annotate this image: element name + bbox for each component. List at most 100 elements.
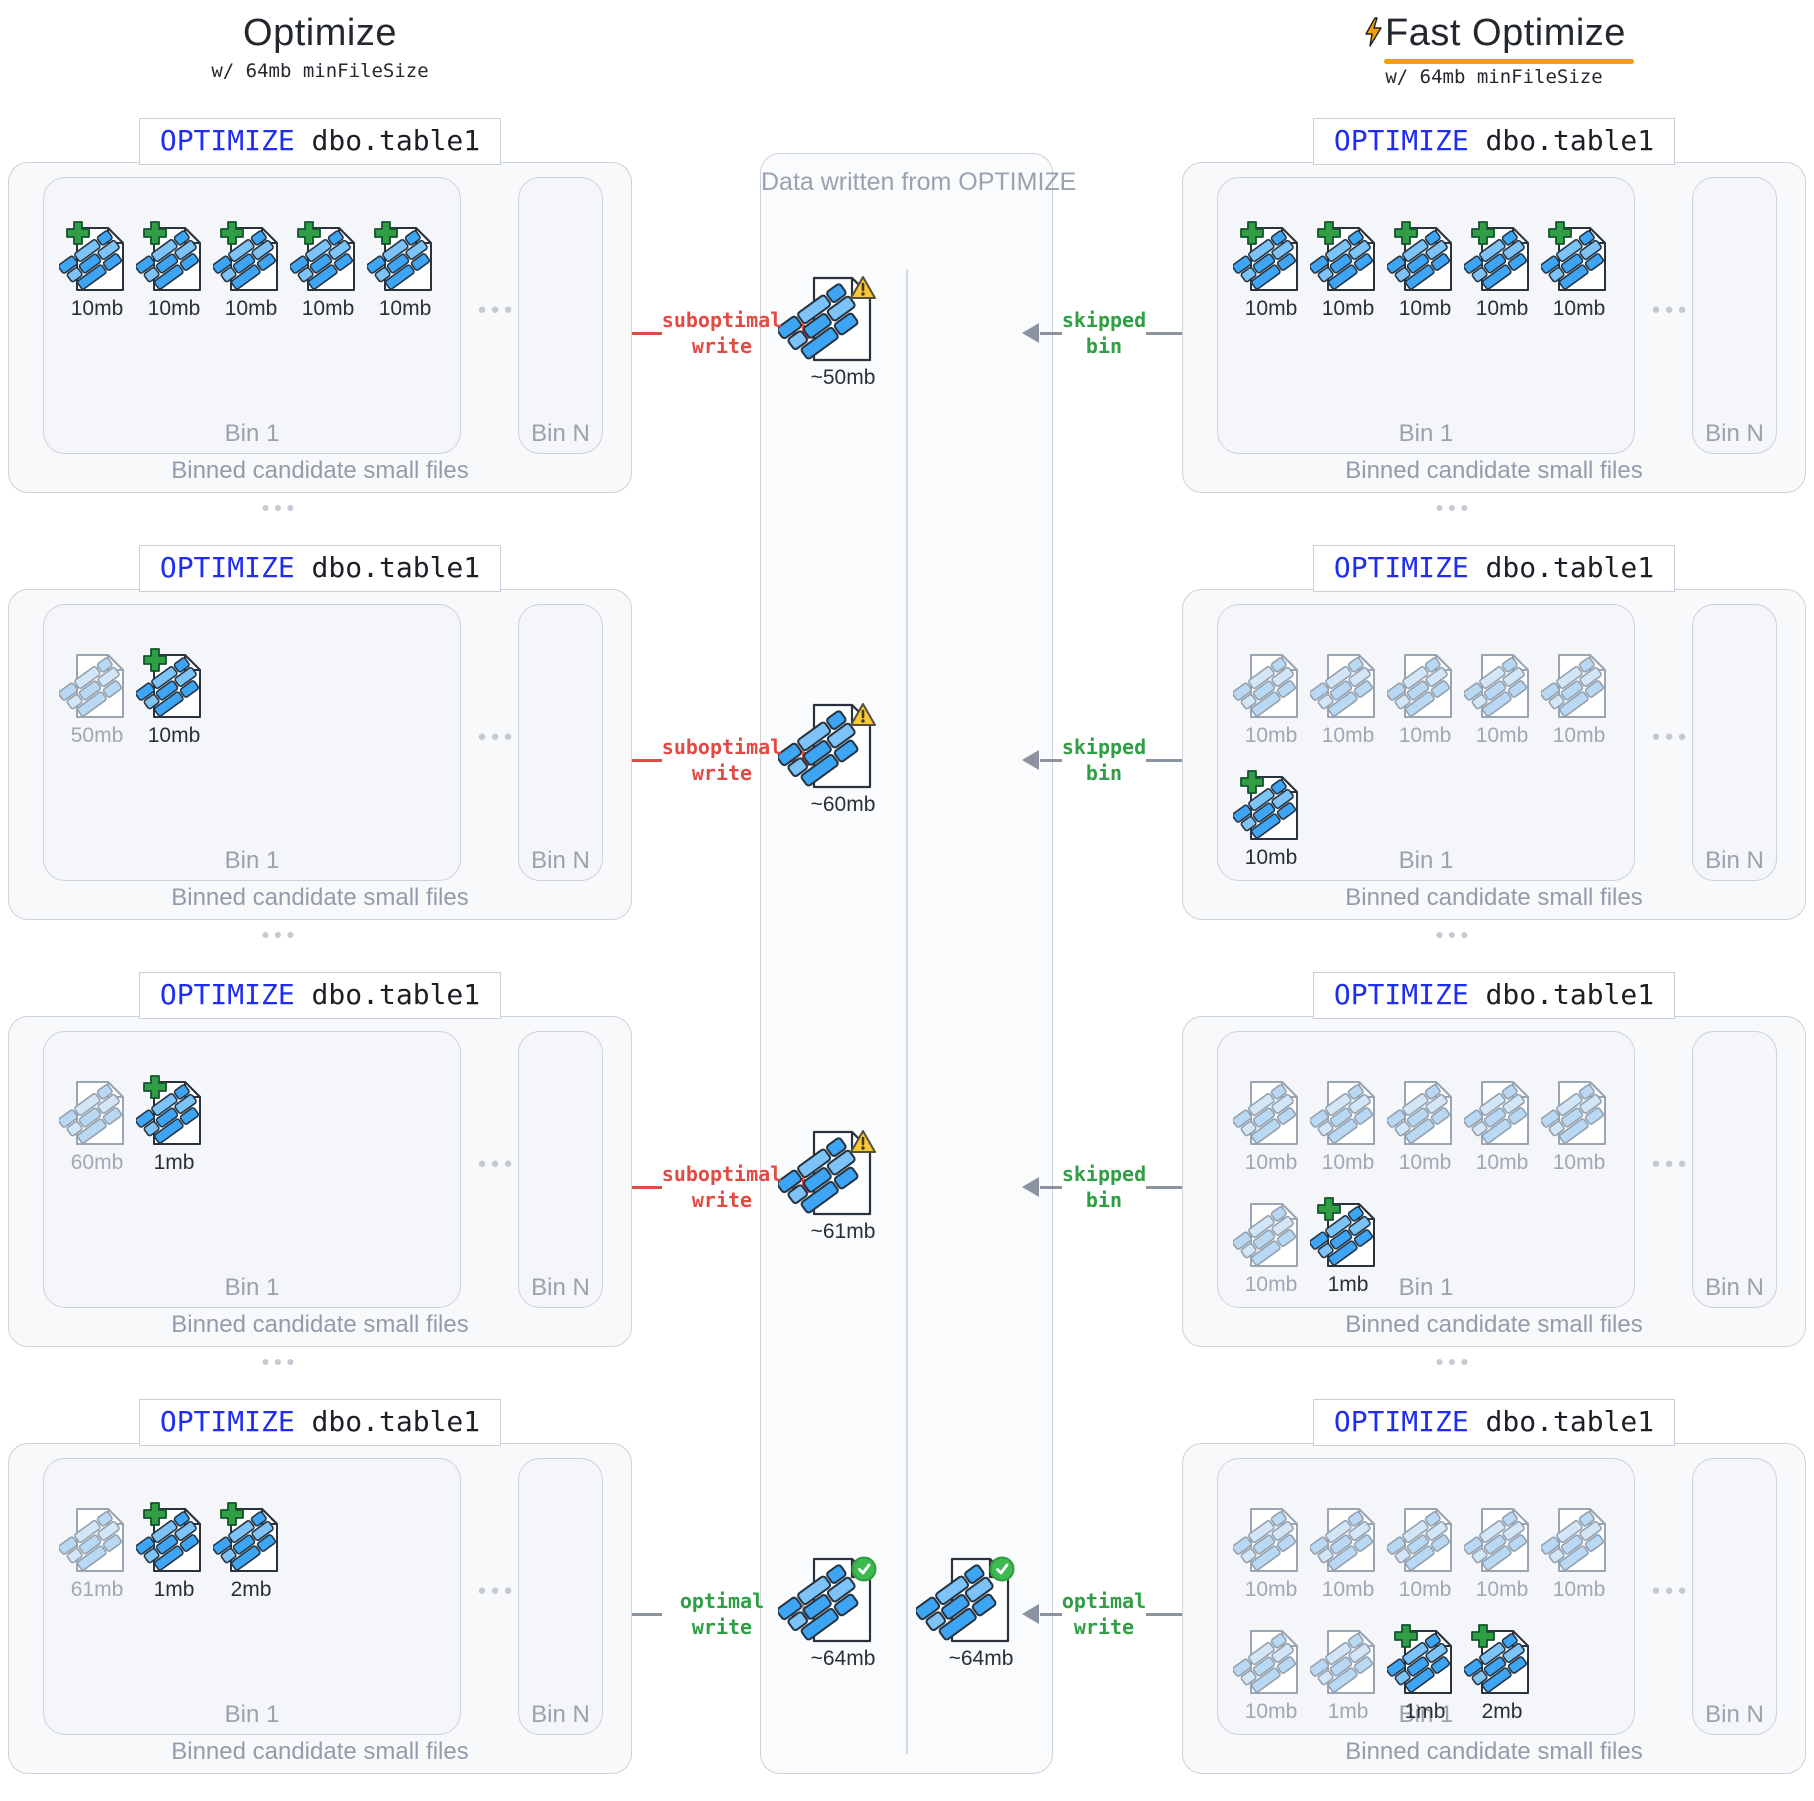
parquet-bars — [914, 1564, 997, 1641]
flow-tail-line — [632, 1186, 662, 1189]
written-file: ~50mb — [776, 272, 882, 389]
file-icon-cell: 2mb — [1462, 1623, 1540, 1724]
parquet-file-icon — [1385, 654, 1452, 718]
file-size-label: 2mb — [1481, 1700, 1523, 1723]
left-bin-panel: OPTIMIZE dbo.table1 Bin 1 60mb 1mb Bin N ●●… — [8, 972, 632, 1347]
binN-box: Bin N — [1692, 1458, 1777, 1735]
file-size-label: 10mb — [1552, 1578, 1606, 1601]
command-table: dbo.table1 — [294, 551, 481, 584]
right-column-header: Fast Optimize w/ 64mb minFileSize — [1174, 10, 1814, 88]
binN-label: Bin N — [531, 1701, 590, 1728]
bin1-label: Bin 1 — [224, 1274, 280, 1301]
bin1-box: Bin 1 10mb 10mb 10mb 10mb 10mb 10mb 1mb — [1217, 1031, 1635, 1308]
file-size-label: 10mb — [301, 297, 355, 320]
strip-title: Data written from OPTIMIZE — [761, 168, 1077, 196]
parquet-file-icon — [1385, 1508, 1452, 1572]
file-size-label: 10mb — [1321, 1151, 1375, 1174]
file-icon-cell: 10mb — [1462, 647, 1540, 748]
file-size-label: 10mb — [1552, 297, 1606, 320]
flow-label: suboptimal write — [661, 1161, 783, 1212]
file-icon-cell: 1mb — [1308, 1623, 1386, 1724]
parquet-file-icon — [1539, 221, 1606, 291]
file-size-label: 10mb — [1321, 724, 1375, 747]
parquet-file-icon — [1385, 1624, 1452, 1694]
file-icon-cell: 10mb — [1231, 769, 1309, 870]
file-icon-cell: 10mb — [134, 647, 212, 748]
binN-label: Bin N — [531, 420, 590, 447]
file-icon-cell: 10mb — [1539, 1074, 1617, 1175]
plus-icon — [143, 1075, 167, 1099]
file-icon-cell: 2mb — [211, 1501, 289, 1602]
parquet-file-icon — [1539, 1508, 1606, 1572]
parquet-bars — [57, 657, 123, 717]
binN-box: Bin N — [1692, 604, 1777, 881]
parquet-file-icon — [1308, 1197, 1375, 1267]
flow-label: skipped bin — [1061, 734, 1147, 785]
command-keyword: OPTIMIZE — [159, 551, 295, 584]
left-bin-panel: OPTIMIZE dbo.table1 Bin 1 50mb 10mb Bin N ●… — [8, 545, 632, 920]
parquet-bars — [1308, 230, 1374, 290]
optimize-command-title: OPTIMIZE dbo.table1 — [139, 545, 501, 592]
plus-icon — [1394, 221, 1418, 245]
plus-icon — [220, 1502, 244, 1526]
parquet-bars — [1308, 1206, 1374, 1266]
file-icon-cell: 10mb — [1231, 1196, 1309, 1297]
file-icon-cell: 10mb — [1539, 1501, 1617, 1602]
parquet-bars — [1231, 657, 1297, 717]
flow-label: skipped bin — [1061, 307, 1147, 358]
command-table: dbo.table1 — [1468, 978, 1655, 1011]
panel-caption: Binned candidate small files — [1345, 1311, 1643, 1338]
plus-icon — [1548, 221, 1572, 245]
optimize-command-title: OPTIMIZE dbo.table1 — [1313, 972, 1675, 1019]
file-size-label: 10mb — [1244, 1273, 1298, 1296]
parquet-bars — [1385, 230, 1451, 290]
parquet-file-icon — [365, 221, 432, 291]
binN-label: Bin N — [1705, 1701, 1764, 1728]
flow-tail-line — [1146, 759, 1182, 762]
right-bin-panel: OPTIMIZE dbo.table1 Bin 1 10mb 10mb 10mb … — [1182, 972, 1806, 1347]
parquet-file-icon — [1231, 221, 1298, 291]
check-icon — [989, 1556, 1015, 1582]
written-file: ~64mb — [914, 1553, 1020, 1670]
parquet-file-icon — [1462, 1081, 1529, 1145]
right-bin-panel: OPTIMIZE dbo.table1 Bin 1 10mb 10mb 10mb … — [1182, 1399, 1806, 1774]
arrowhead-left-icon — [1022, 1177, 1039, 1197]
parquet-file-icon — [1308, 1508, 1375, 1572]
parquet-bars — [211, 230, 277, 290]
file-icon-cell: 10mb — [1462, 220, 1540, 321]
file-size-label: 10mb — [1475, 1578, 1529, 1601]
panel-caption: Binned candidate small files — [171, 1738, 469, 1765]
file-size-label: 10mb — [1398, 724, 1452, 747]
parquet-file-icon — [288, 221, 355, 291]
parquet-bars — [134, 1084, 200, 1144]
warning-icon — [850, 276, 876, 299]
panel-caption: Binned candidate small files — [1345, 457, 1643, 484]
file-size-label: 1mb — [153, 1151, 195, 1174]
parquet-bars — [1231, 1511, 1297, 1571]
parquet-file-icon — [134, 648, 201, 718]
plus-icon — [143, 221, 167, 245]
binN-label: Bin N — [531, 847, 590, 874]
parquet-bars — [134, 1511, 200, 1571]
parquet-bars — [1539, 1084, 1605, 1144]
written-file: ~61mb — [776, 1126, 882, 1243]
plus-icon — [143, 648, 167, 672]
file-size-label: 10mb — [1475, 724, 1529, 747]
parquet-bars — [1231, 230, 1297, 290]
written-file-icon — [776, 1556, 877, 1643]
parquet-bars — [776, 283, 859, 360]
command-keyword: OPTIMIZE — [159, 978, 295, 1011]
bin-ellipsis: ●●● — [477, 301, 517, 318]
binN-label: Bin N — [1705, 420, 1764, 447]
command-keyword: OPTIMIZE — [159, 124, 295, 157]
file-icon-cell: 10mb — [1539, 647, 1617, 748]
parquet-bars — [1385, 657, 1451, 717]
optimize-command-title: OPTIMIZE dbo.table1 — [1313, 545, 1675, 592]
file-size-label: 10mb — [378, 297, 432, 320]
bin-ellipsis: ●●● — [477, 1582, 517, 1599]
plus-icon — [1471, 221, 1495, 245]
check-icon — [851, 1556, 877, 1582]
parquet-bars — [57, 1084, 123, 1144]
command-table: dbo.table1 — [294, 124, 481, 157]
file-icon-cell: 10mb — [1231, 220, 1309, 321]
